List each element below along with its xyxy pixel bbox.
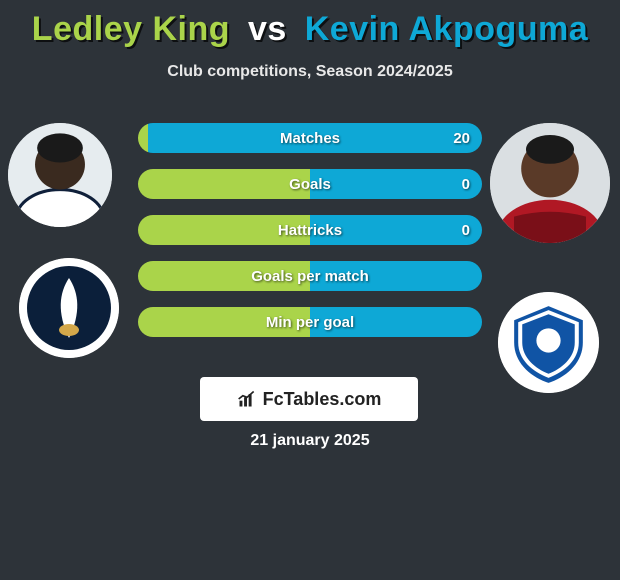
stat-bar-left xyxy=(138,261,310,291)
date-text: 21 january 2025 xyxy=(0,432,620,450)
stat-bar-right xyxy=(310,215,482,245)
player2-avatar xyxy=(490,123,610,243)
club1-logo xyxy=(19,258,119,358)
source-badge: FcTables.com xyxy=(200,377,418,421)
stat-bar-right xyxy=(148,123,482,153)
subtitle: Club competitions, Season 2024/2025 xyxy=(0,63,620,81)
club2-logo-svg xyxy=(498,292,599,393)
stat-bar-left xyxy=(138,123,148,153)
stat-bar-row: Min per goal xyxy=(138,307,482,337)
player2-avatar-svg xyxy=(490,123,610,243)
club2-logo xyxy=(498,292,599,393)
vs-text: vs xyxy=(248,10,287,48)
chart-icon xyxy=(237,389,257,409)
stat-bars: Matches20 Goals0 Hattricks0 Goals per match… xyxy=(138,123,482,353)
player1-avatar xyxy=(8,123,112,227)
stat-bar-left xyxy=(138,215,310,245)
comparison-title: Ledley King vs Kevin Akpoguma xyxy=(0,0,620,49)
source-badge-text: FcTables.com xyxy=(263,389,382,410)
stat-bar-left xyxy=(138,169,310,199)
stat-bar-row: Goals per match xyxy=(138,261,482,291)
stat-bar-right xyxy=(310,307,482,337)
stat-bar-row: Hattricks0 xyxy=(138,215,482,245)
stat-bar-row: Matches20 xyxy=(138,123,482,153)
stat-bar-right xyxy=(310,169,482,199)
stat-bar-row: Goals0 xyxy=(138,169,482,199)
player2-name: Kevin Akpoguma xyxy=(305,10,588,48)
club1-logo-svg xyxy=(19,258,119,358)
player1-avatar-svg xyxy=(8,123,112,227)
stat-bar-right xyxy=(310,261,482,291)
stat-bar-left xyxy=(138,307,310,337)
player1-name: Ledley King xyxy=(32,10,230,48)
